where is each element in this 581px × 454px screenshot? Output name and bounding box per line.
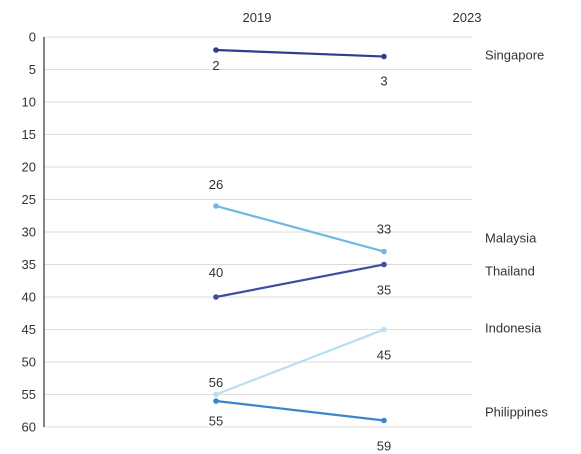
data-label-thailand-2019: 40 (209, 265, 223, 280)
series-malaysia: 26 33 Malaysia (209, 177, 537, 255)
data-label-malaysia-2023: 33 (377, 222, 391, 237)
series-line-thailand (214, 263, 386, 299)
series-name-thailand: Thailand (485, 264, 535, 279)
series-name-malaysia: Malaysia (485, 231, 537, 246)
y-tick-labels: 0 5 10 15 20 25 30 35 40 45 50 55 60 (22, 30, 36, 435)
x-label-2023: 2023 (453, 10, 482, 25)
x-category-labels: 2019 2023 (243, 10, 482, 25)
y-tick-label-40: 40 (22, 290, 36, 305)
series-line-indonesia (214, 328, 386, 396)
data-point-philippines-2019 (213, 398, 219, 404)
data-point-singapore-2023 (381, 53, 387, 60)
data-label-indonesia-2023: 45 (377, 348, 391, 363)
series-line-philippines (214, 399, 386, 422)
series-name-singapore: Singapore (485, 48, 544, 63)
series-singapore: 2 3 Singapore (212, 47, 544, 89)
x-label-2019: 2019 (243, 10, 272, 25)
y-tick-label-0: 0 (29, 30, 36, 45)
data-label-singapore-2019: 2 (212, 58, 219, 73)
series-indonesia: 55 45 Indonesia (209, 321, 542, 429)
data-point-singapore-2019 (213, 47, 219, 53)
y-tick-label-55: 55 (22, 387, 36, 402)
data-label-philippines-2023: 59 (377, 439, 391, 454)
data-point-malaysia-2019 (213, 203, 219, 209)
series-name-philippines: Philippines (485, 405, 548, 420)
data-label-thailand-2023: 35 (377, 283, 391, 298)
y-tick-label-45: 45 (22, 322, 36, 337)
data-label-indonesia-2019: 55 (209, 414, 223, 429)
data-point-malaysia-2023 (381, 248, 387, 255)
series-philippines: 56 59 Philippines (209, 375, 549, 454)
data-point-thailand-2023 (381, 261, 387, 268)
grid-lines (44, 36, 472, 428)
data-label-singapore-2023: 3 (380, 74, 387, 89)
data-label-malaysia-2019: 26 (209, 177, 223, 192)
y-tick-label-5: 5 (29, 62, 36, 77)
series-thailand: 40 35 Thailand (209, 261, 535, 300)
data-point-thailand-2019 (213, 294, 219, 300)
data-point-indonesia-2023 (381, 326, 387, 333)
y-tick-label-35: 35 (22, 257, 36, 272)
series-line-malaysia (214, 204, 386, 253)
y-tick-label-50: 50 (22, 355, 36, 370)
data-label-philippines-2019: 56 (209, 375, 223, 390)
series-group: 2 3 Singapore 26 33 Malaysia 40 35 Thailand 55 45 I… (209, 47, 549, 454)
y-tick-label-10: 10 (22, 95, 36, 110)
y-tick-label-15: 15 (22, 127, 36, 142)
data-point-indonesia-2019 (213, 391, 219, 398)
y-tick-label-30: 30 (22, 225, 36, 240)
series-name-indonesia: Indonesia (485, 321, 542, 336)
y-tick-label-25: 25 (22, 192, 36, 207)
y-tick-label-60: 60 (22, 420, 36, 435)
y-tick-label-20: 20 (22, 160, 36, 175)
data-point-philippines-2023 (381, 417, 387, 424)
series-line-singapore (214, 48, 386, 58)
